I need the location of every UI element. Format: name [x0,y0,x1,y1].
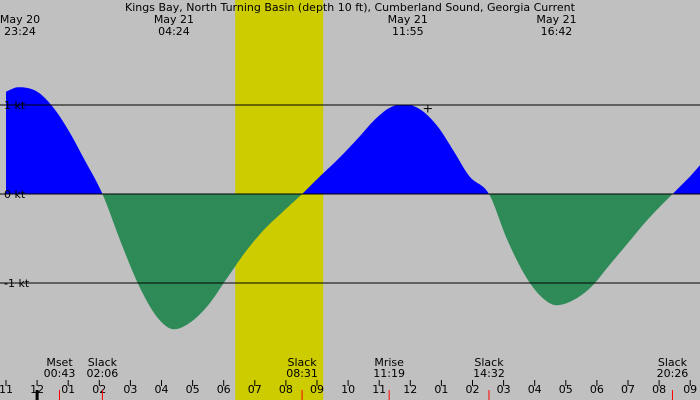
event-name: Slack [658,356,688,369]
event-name: Slack [88,356,118,369]
x-tick-label: 04 [528,383,542,396]
x-axis-ticks: 11 12 01 02 03 04 05 06 07 08 09 10 11 12 01 02 03 04 05 06… [0,380,697,400]
ebb-current-area [6,194,700,330]
event-time: 20:26 [657,367,689,380]
x-tick-label: 12 [30,383,44,396]
extremum-time: 11:55 [392,25,424,38]
extremum-date: May 20 [0,13,40,26]
x-tick-label: 05 [186,383,200,396]
x-tick-label: 10 [341,383,355,396]
extremum-time: 04:24 [158,25,190,38]
event-time: 11:19 [373,367,405,380]
y-axis-label: -1 kt [4,277,30,290]
x-tick-label: 09 [683,383,697,396]
y-axis-label: 1 kt [4,99,26,112]
chart-title: Kings Bay, North Turning Basin (depth 10… [125,1,576,14]
x-tick-label: 07 [621,383,635,396]
event-time: 02:06 [87,367,119,380]
extremum-time: 16:42 [541,25,573,38]
x-tick-label: 04 [155,383,169,396]
event-time: 14:32 [473,367,505,380]
event-name: Mset [46,356,73,369]
y-axis-label: 0 kt [4,188,26,201]
extremum-date: May 21 [536,13,576,26]
extremum-date: May 21 [154,13,194,26]
current-area [6,87,700,330]
x-tick-label: 02 [92,383,106,396]
extremum-date: May 21 [388,13,428,26]
event-labels: Mset00:43Slack02:06Slack08:31Mrise11:19S… [44,356,689,380]
x-tick-label: 06 [590,383,604,396]
event-time: 00:43 [44,367,76,380]
extremum-time: 23:24 [4,25,36,38]
x-tick-label: 11 [0,383,13,396]
event-name: Slack [287,356,317,369]
flood-current-area [6,87,700,194]
event-name: Mrise [374,356,404,369]
x-tick-label: 03 [123,383,137,396]
x-tick-label: 07 [248,383,262,396]
event-name: Slack [474,356,504,369]
event-time: 08:31 [286,367,318,380]
x-tick-label: 09 [310,383,324,396]
peak-marker [423,104,432,113]
x-tick-label: 02 [466,383,480,396]
x-tick-label: 08 [652,383,666,396]
x-tick-label: 05 [559,383,573,396]
x-tick-label: 06 [217,383,231,396]
gridlines: 1 kt 0 kt -1 kt [0,99,700,290]
x-tick-label: 08 [279,383,293,396]
x-tick-label: 03 [497,383,511,396]
x-tick-label: 01 [61,383,75,396]
x-tick-label: 11 [372,383,386,396]
x-tick-label: 01 [434,383,448,396]
x-tick-label: 12 [403,383,417,396]
